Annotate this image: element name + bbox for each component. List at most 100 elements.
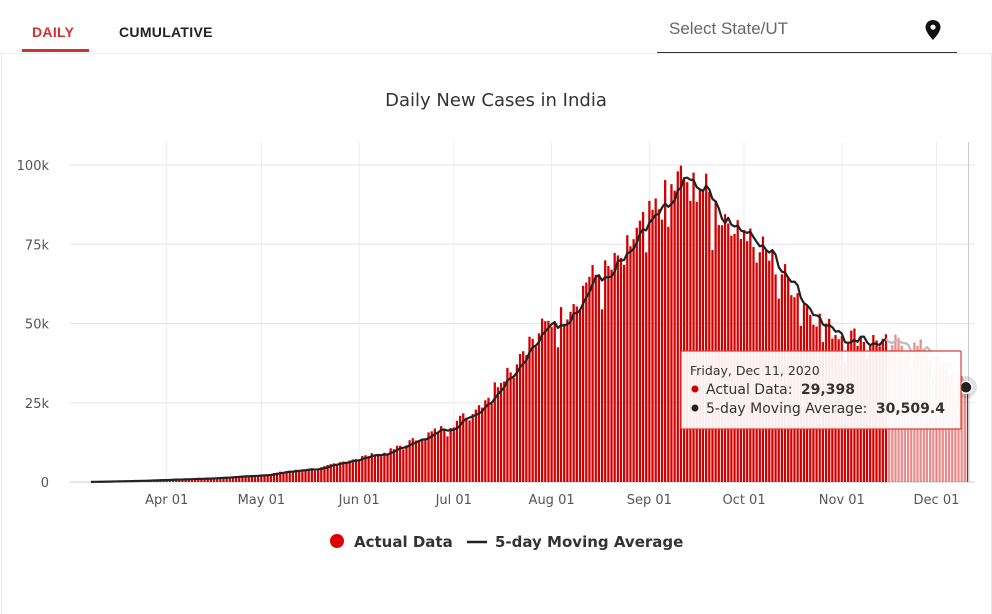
bar[interactable] — [414, 440, 418, 482]
bar[interactable] — [285, 471, 288, 482]
bar[interactable] — [563, 323, 566, 482]
bar[interactable] — [638, 220, 642, 483]
bar[interactable] — [272, 472, 276, 482]
bar[interactable] — [345, 462, 348, 482]
bar[interactable] — [481, 407, 484, 482]
bar[interactable] — [269, 474, 272, 482]
bar[interactable] — [667, 226, 670, 482]
bar[interactable] — [708, 191, 711, 483]
bar[interactable] — [698, 189, 701, 483]
bar[interactable] — [279, 471, 282, 482]
bar[interactable] — [250, 475, 254, 482]
bar[interactable] — [575, 306, 578, 482]
bar[interactable] — [197, 478, 200, 482]
bar[interactable] — [714, 201, 717, 482]
bar[interactable] — [559, 307, 563, 482]
bar[interactable] — [231, 476, 235, 482]
bar[interactable] — [547, 320, 550, 482]
bar[interactable] — [317, 468, 320, 483]
bar[interactable] — [619, 257, 623, 482]
bar[interactable] — [487, 397, 490, 482]
bar[interactable] — [263, 474, 266, 482]
bar[interactable] — [342, 461, 345, 482]
bar[interactable] — [594, 274, 597, 482]
bar[interactable] — [676, 171, 679, 482]
bar[interactable] — [515, 364, 519, 482]
bar[interactable] — [518, 354, 522, 482]
bar[interactable] — [534, 346, 537, 482]
bar[interactable] — [468, 420, 471, 482]
bar[interactable] — [673, 190, 676, 482]
bar[interactable] — [477, 405, 481, 482]
bar[interactable] — [588, 276, 591, 482]
bar[interactable] — [626, 235, 629, 482]
bar[interactable] — [610, 269, 613, 482]
bar[interactable] — [392, 449, 395, 482]
bar[interactable] — [585, 282, 588, 482]
bar[interactable] — [493, 382, 496, 482]
bar[interactable] — [212, 477, 216, 482]
bar[interactable] — [405, 445, 408, 482]
bar[interactable] — [244, 476, 247, 482]
bar[interactable] — [686, 182, 689, 482]
bar[interactable] — [304, 469, 307, 482]
bar[interactable] — [395, 445, 399, 482]
bar[interactable] — [654, 198, 657, 482]
bar[interactable] — [351, 459, 354, 482]
bar[interactable] — [203, 478, 206, 482]
bar[interactable] — [540, 318, 544, 482]
bar[interactable] — [288, 470, 291, 482]
bar[interactable] — [291, 472, 295, 482]
bar[interactable] — [723, 214, 727, 483]
bar[interactable] — [701, 190, 705, 482]
bar[interactable] — [458, 415, 462, 482]
tab-daily[interactable]: DAILY — [32, 24, 75, 40]
bar[interactable] — [581, 285, 585, 482]
bar[interactable] — [604, 260, 607, 482]
bar[interactable] — [310, 468, 313, 482]
bar[interactable] — [190, 479, 194, 482]
bar[interactable] — [528, 336, 531, 482]
bar[interactable] — [326, 464, 329, 482]
bar[interactable] — [525, 355, 528, 482]
bar[interactable] — [553, 323, 556, 482]
bar[interactable] — [408, 440, 411, 482]
bar[interactable] — [294, 469, 298, 482]
tab-cumulative[interactable]: CUMULATIVE — [119, 24, 213, 40]
bar[interactable] — [474, 409, 477, 482]
bar[interactable] — [370, 453, 373, 482]
bar[interactable] — [660, 219, 664, 482]
bar[interactable] — [367, 456, 370, 482]
bar[interactable] — [452, 427, 455, 482]
bar[interactable] — [181, 479, 184, 482]
bar[interactable] — [187, 479, 190, 482]
bar[interactable] — [641, 212, 645, 482]
bar[interactable] — [537, 333, 541, 482]
bar[interactable] — [335, 464, 339, 482]
bar[interactable] — [380, 456, 383, 482]
bar[interactable] — [424, 439, 427, 482]
bar[interactable] — [427, 432, 430, 482]
bar[interactable] — [597, 276, 601, 482]
bar[interactable] — [600, 309, 604, 482]
bar[interactable] — [572, 304, 575, 482]
bar[interactable] — [484, 400, 487, 482]
bar[interactable] — [253, 475, 257, 482]
bar[interactable] — [373, 456, 377, 482]
bar[interactable] — [313, 470, 317, 482]
bar[interactable] — [436, 431, 440, 482]
bar[interactable] — [705, 173, 708, 482]
bar[interactable] — [512, 377, 515, 482]
moving-average-line[interactable] — [90, 176, 887, 483]
bar[interactable] — [522, 351, 525, 482]
bar[interactable] — [449, 428, 452, 482]
bar[interactable] — [241, 476, 244, 482]
bar[interactable] — [682, 178, 686, 482]
bar[interactable] — [591, 265, 594, 482]
bar[interactable] — [219, 477, 222, 482]
bar[interactable] — [509, 372, 512, 482]
bar[interactable] — [206, 478, 209, 482]
bar[interactable] — [430, 431, 433, 482]
bar[interactable] — [506, 367, 509, 482]
bar[interactable] — [954, 395, 957, 482]
